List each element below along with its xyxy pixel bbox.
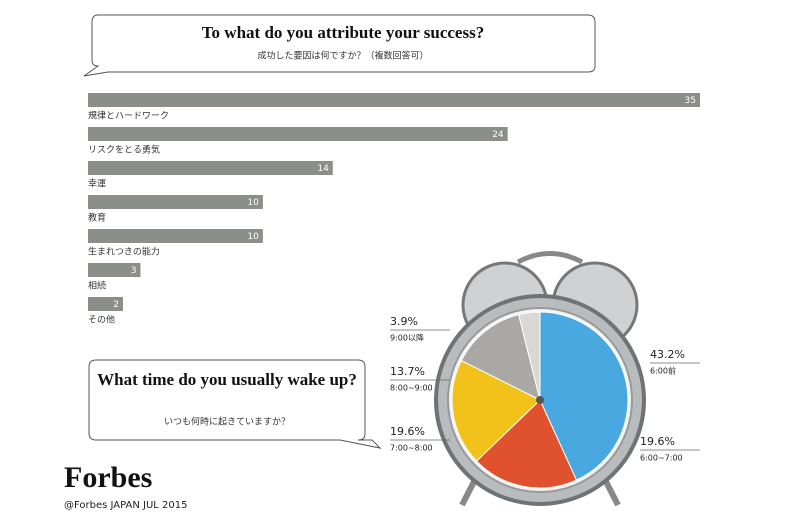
pie-slice [539, 311, 629, 481]
value-label: 19.6% [640, 435, 675, 448]
category-label: 8:00~9:00 [390, 384, 433, 393]
value-label: 13.7% [390, 365, 425, 378]
footer-credit: @Forbes JAPAN JUL 2015 [64, 500, 188, 511]
value-label: 14 [317, 164, 329, 174]
pie-slice [475, 399, 578, 489]
value-label: 43.2% [650, 348, 685, 361]
pie-slice [451, 359, 541, 462]
value-label: 3 [131, 266, 137, 276]
bar [88, 263, 141, 277]
category-label: 規律とハードワーク [88, 110, 169, 122]
category-label: 7:00~8:00 [390, 444, 433, 453]
bar [88, 127, 508, 141]
category-label: 6:00前 [650, 366, 676, 376]
category-label: 相続 [88, 280, 106, 292]
callout-bubble [88, 359, 382, 449]
value-label: 2 [113, 300, 119, 310]
value-label: 10 [247, 232, 259, 242]
bar [88, 195, 263, 209]
value-label: 24 [492, 130, 504, 140]
category-label: 教育 [88, 212, 106, 224]
bar-subtitle: 成功した要因は何ですか？（複数回答可） [257, 50, 428, 62]
callout-bubble [83, 14, 596, 77]
value-label: 10 [247, 198, 259, 208]
bar [88, 297, 123, 311]
value-label: 19.6% [390, 425, 425, 438]
category-label: 6:00~7:00 [640, 454, 683, 463]
category-label: 9:00以降 [390, 333, 424, 343]
clock-hub [536, 396, 544, 404]
pie-slice [518, 311, 541, 401]
bar [88, 229, 263, 243]
value-label: 3.9% [390, 315, 418, 328]
pie-slice [460, 314, 541, 401]
bar [88, 161, 333, 175]
category-label: 幸運 [88, 179, 106, 190]
value-label: 35 [685, 96, 696, 106]
pie-title: What time do you usually wake up? [97, 370, 357, 389]
footer-logo: Forbes [64, 461, 152, 494]
bar-title: To what do you attribute your success? [202, 23, 484, 42]
category-label: リスクをとる勇気 [88, 144, 160, 156]
bar [88, 93, 700, 107]
category-label: その他 [88, 314, 115, 326]
pie-subtitle: いつも何時に起きていますか？ [164, 416, 290, 428]
category-label: 生まれつきの能力 [88, 246, 160, 258]
